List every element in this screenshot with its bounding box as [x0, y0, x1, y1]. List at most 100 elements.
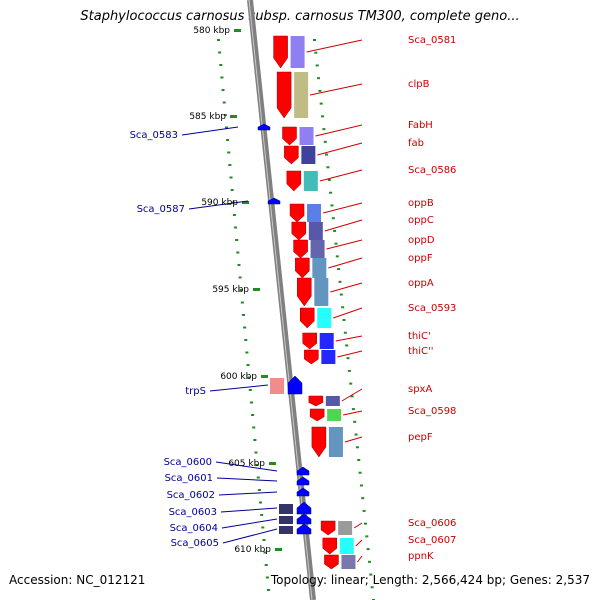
- gene-fab-product: [301, 146, 316, 164]
- forward-track-dot: [369, 573, 373, 576]
- gene-oppa-leader: [330, 282, 363, 293]
- gene-sca-0593-leader: [333, 307, 363, 319]
- gene-sca-0587-label: Sca_0587: [137, 204, 185, 215]
- gene-sca-0583-label: Sca_0583: [130, 130, 178, 141]
- gene-fab-arrow: [284, 145, 299, 165]
- gene-oppd-label: oppD: [408, 235, 435, 246]
- forward-track-dot: [350, 395, 354, 398]
- forward-track-dot: [338, 280, 342, 283]
- reverse-track-dot: [222, 101, 226, 104]
- forward-track-dot: [357, 459, 361, 461]
- gene-sca-0607-product: [339, 538, 354, 554]
- gene-thic-leader: [335, 335, 363, 342]
- gene-oppc-product: [308, 222, 323, 240]
- gene-sca-0603-leader: [220, 507, 278, 513]
- reverse-track-dot: [261, 526, 265, 529]
- gene-sca-0583-leader: [181, 126, 239, 136]
- gene-spxa-product: [325, 396, 340, 406]
- gene-pepf-label: pepF: [408, 432, 433, 443]
- gene-sca-0603-label: Sca_0603: [169, 507, 217, 518]
- gene-sca-0601-leader: [216, 477, 278, 482]
- scale-tick: [234, 29, 241, 32]
- gene-sca-0604-arrow: [296, 513, 312, 525]
- reverse-track-dot: [257, 489, 261, 491]
- forward-track-dot: [315, 64, 319, 67]
- scale-tick: [230, 115, 237, 118]
- gene-oppb-product: [307, 204, 322, 222]
- gene-pepf-arrow: [311, 426, 327, 458]
- reverse-track-dot: [229, 176, 233, 179]
- gene-sca-0593-product: [317, 308, 332, 328]
- reverse-track-dot: [262, 539, 266, 541]
- reverse-track-dot: [219, 64, 223, 66]
- reverse-track-dot: [220, 76, 224, 79]
- tick-layer: [217, 29, 375, 600]
- forward-track-dot: [362, 509, 366, 512]
- gene-fabh-leader: [315, 124, 363, 137]
- reverse-track-dot: [239, 289, 243, 291]
- reverse-track-dot: [256, 476, 260, 479]
- reverse-track-dot: [232, 214, 236, 216]
- forward-track-dot: [361, 497, 365, 500]
- reverse-track-dot: [238, 276, 242, 279]
- reverse-track-dot: [245, 351, 249, 354]
- gene-oppf-leader: [328, 257, 363, 269]
- forward-track-dot: [359, 484, 363, 487]
- forward-track-dot: [318, 89, 322, 92]
- gene-sca-0604-leader: [221, 518, 278, 529]
- gene-spxa-leader: [341, 388, 363, 402]
- reverse-track-dot: [228, 164, 232, 166]
- gene-sca-0601-label: Sca_0601: [165, 473, 213, 484]
- reverse-track-dot: [248, 389, 252, 391]
- gene-oppa-label: oppA: [408, 278, 434, 289]
- gene-fab-leader: [317, 142, 363, 156]
- reverse-track-dot: [217, 39, 220, 41]
- reverse-track-dot: [240, 301, 244, 304]
- forward-track-dot: [341, 306, 345, 309]
- forward-track-dot: [334, 242, 338, 245]
- scale-tick: [242, 201, 249, 204]
- scale-tick: [275, 548, 282, 551]
- gene-sca-0593-label: Sca_0593: [408, 303, 456, 314]
- gene-clpb-product: [294, 72, 309, 118]
- gene-sca-0605-arrow: [296, 523, 312, 535]
- forward-track-dot: [337, 268, 341, 271]
- gene-sca-0604-label: Sca_0604: [170, 523, 218, 534]
- gene-fab-label: fab: [408, 138, 424, 149]
- reverse-track-dot: [263, 551, 267, 554]
- gene-pepf-leader: [344, 436, 363, 443]
- reverse-track-dot: [255, 464, 259, 466]
- forward-track-dot: [345, 344, 349, 347]
- gene-sca-0602-leader: [218, 491, 278, 496]
- scale-label: 590 kbp: [201, 198, 238, 208]
- gene-sca-0600-leader: [215, 461, 278, 472]
- reverse-track-dot: [252, 426, 256, 429]
- gene-sca-0605-label: Sca_0605: [171, 538, 219, 549]
- gene-sca-0601-arrow: [296, 476, 310, 486]
- forward-track-dot: [365, 535, 369, 538]
- scale-label: 605 kbp: [228, 459, 265, 469]
- reverse-track-dot: [237, 264, 241, 266]
- gene-sca-0581-product: [290, 36, 305, 68]
- forward-track-dot: [323, 140, 327, 143]
- accession-label: Accession: NC_012121: [9, 573, 146, 587]
- forward-track-dot: [322, 128, 326, 131]
- gene-sca-0581-arrow: [273, 35, 288, 69]
- gene-sca-0600-arrow: [296, 466, 310, 476]
- forward-track-dot: [327, 179, 331, 181]
- reverse-track-dot: [235, 239, 239, 241]
- scale-tick: [261, 375, 268, 378]
- gene-oppf-product: [312, 258, 327, 278]
- gene-spxa-label: spxA: [408, 384, 432, 395]
- genome-axis-highlight: [248, 0, 313, 600]
- gene-sca-0603-product: [279, 504, 293, 514]
- gene-oppd-leader: [326, 239, 363, 250]
- gene-sca-0598-label: Sca_0598: [408, 406, 456, 417]
- gene-sca-0586-label: Sca_0586: [408, 165, 456, 176]
- gene-sca-0586-leader: [319, 169, 363, 182]
- reverse-track-dot: [234, 226, 238, 229]
- reverse-track-dot: [226, 139, 230, 141]
- scale-label: 585 kbp: [189, 112, 226, 122]
- gene-sca-0602-arrow: [296, 487, 310, 497]
- forward-track-dot: [333, 229, 337, 232]
